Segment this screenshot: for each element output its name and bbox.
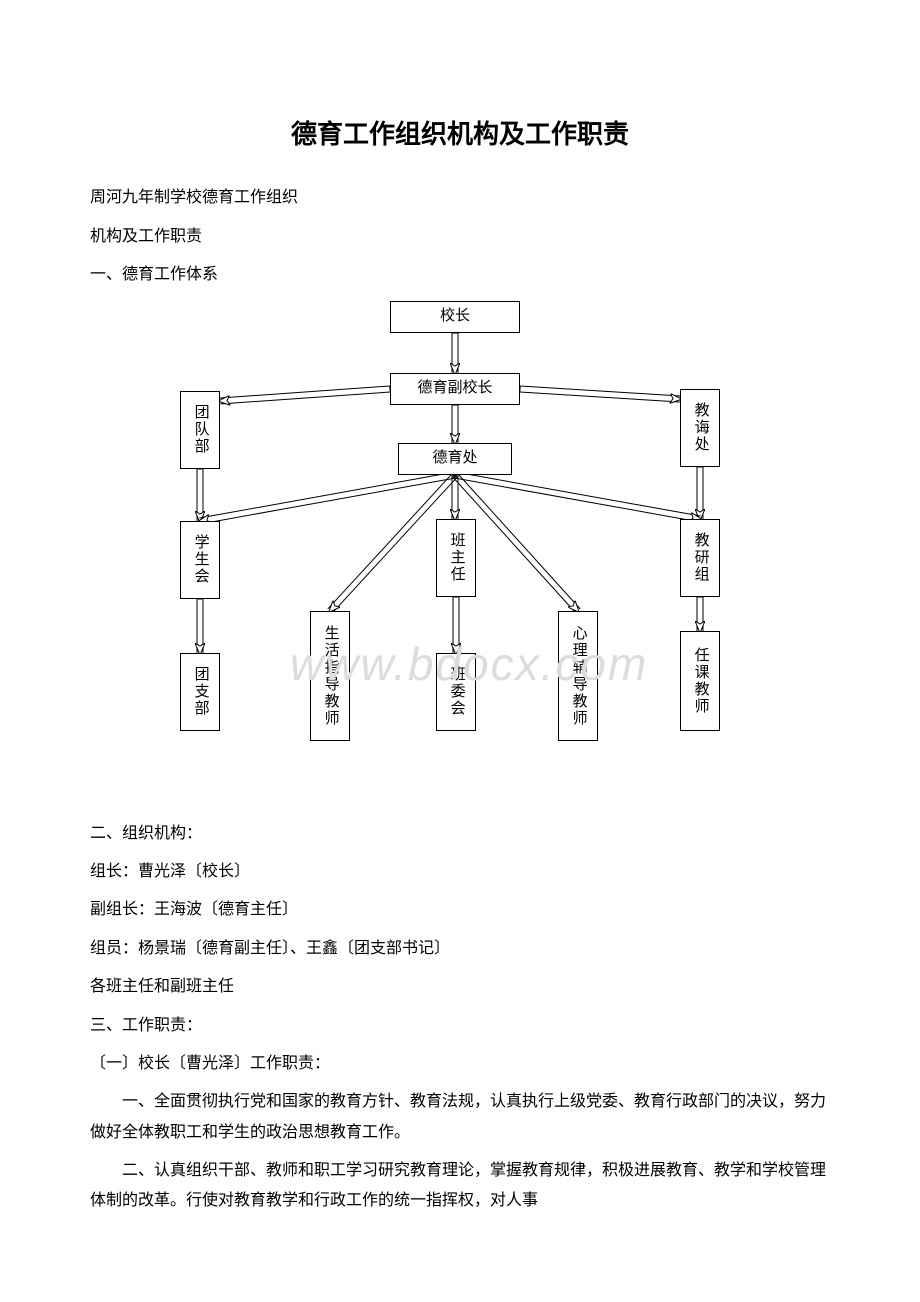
section3-heading: 三、工作职责：: [90, 1011, 830, 1041]
node-teaching_office: 教诲处: [680, 389, 720, 467]
page-title: 德育工作组织机构及工作职责: [90, 110, 830, 159]
node-team_dept: 团队部: [180, 391, 220, 469]
node-class_committee: 班委会: [436, 653, 476, 731]
node-psych_teacher: 心理辅导教师: [558, 611, 598, 741]
node-student_union: 学生会: [180, 521, 220, 599]
org-vice: 副组长：王海波〔德育主任〕: [90, 895, 830, 925]
org-members: 组员：杨景瑞〔德育副主任〕、王鑫〔团支部书记〕: [90, 934, 830, 964]
node-branch: 团支部: [180, 653, 220, 731]
node-research_group: 教研组: [680, 519, 720, 597]
node-subject_teacher: 任课教师: [680, 631, 720, 731]
node-principal: 校长: [390, 301, 520, 333]
node-class_teacher: 班主任: [436, 519, 476, 597]
node-vice_principal: 德育副校长: [390, 373, 520, 405]
node-moral_office: 德育处: [398, 443, 512, 475]
intro-line-2: 机构及工作职责: [90, 222, 830, 252]
duty-1: 一、全面贯彻执行党和国家的教育方针、教育法规，认真执行上级党委、教育行政部门的决…: [90, 1087, 830, 1148]
node-life_teacher: 生活指导教师: [310, 611, 350, 741]
org-leader: 组长：曹光泽〔校长〕: [90, 857, 830, 887]
org-chart: 校长德育副校长团队部 教诲处德育处学生会 班主任 教研组团支部 生活指导教师 班委会 心理辅…: [140, 301, 780, 791]
org-extra: 各班主任和副班主任: [90, 972, 830, 1002]
duty-2: 二、认真组织干部、教师和职工学习研究教育理论，掌握教育规律，积极进展教育、教学和…: [90, 1156, 830, 1217]
intro-line-1: 周河九年制学校德育工作组织: [90, 183, 830, 213]
section1-heading: 一、德育工作体系: [90, 260, 830, 290]
duty-sub-heading: 〔一〕校长〔曹光泽〕工作职责：: [90, 1049, 830, 1079]
section2-heading: 二、组织机构：: [90, 819, 830, 849]
